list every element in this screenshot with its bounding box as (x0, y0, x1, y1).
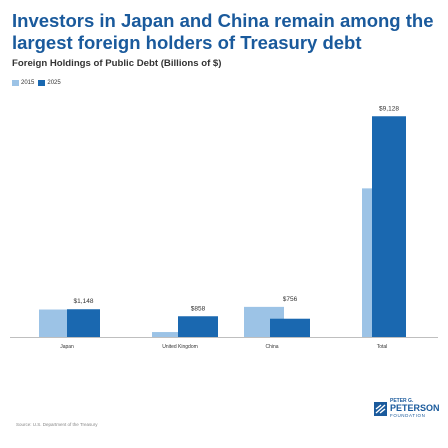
bar-2025-united-kingdom (178, 316, 218, 337)
data-label-china: $756 (283, 296, 298, 303)
chart-title: Investors in Japan and China remain amon… (12, 10, 434, 53)
legend-label-2025: 2025 (47, 80, 61, 86)
x-tick-china: China (265, 344, 278, 350)
legend-swatch-2025 (38, 80, 46, 86)
peterson-foundation-logo: PETER G. PETERSON FOUNDATION (374, 398, 440, 419)
chart-legend: 2015 2025 (12, 80, 65, 86)
data-label-total: $9,128 (379, 105, 399, 112)
logo-line-3: FOUNDATION (390, 413, 426, 418)
bar-2025-total (372, 116, 406, 337)
logo-line-2: PETERSON (390, 403, 440, 413)
x-tick-total: Total (377, 344, 388, 350)
source-note: Source: U.S. Department of the Treasury (16, 422, 98, 427)
bar-2025-japan (67, 309, 100, 337)
chart-subtitle: Foreign Holdings of Public Debt (Billion… (12, 58, 222, 69)
x-tick-united-kingdom: United Kingdom (162, 344, 198, 350)
foundation-logo-icon (374, 401, 387, 416)
legend-item-2015: 2015 (12, 80, 34, 86)
x-tick-japan: Japan (60, 344, 74, 350)
data-label-japan: $1,148 (74, 298, 94, 305)
bar-2015-united-kingdom (152, 332, 192, 337)
legend-swatch-2015 (12, 80, 19, 86)
bar-2025-china (270, 318, 310, 337)
data-label-united-kingdom: $858 (191, 305, 206, 312)
legend-label-2015: 2015 (21, 80, 35, 86)
logo-line-1: PETER G. (390, 398, 414, 404)
legend-item-2025: 2025 (38, 80, 61, 86)
